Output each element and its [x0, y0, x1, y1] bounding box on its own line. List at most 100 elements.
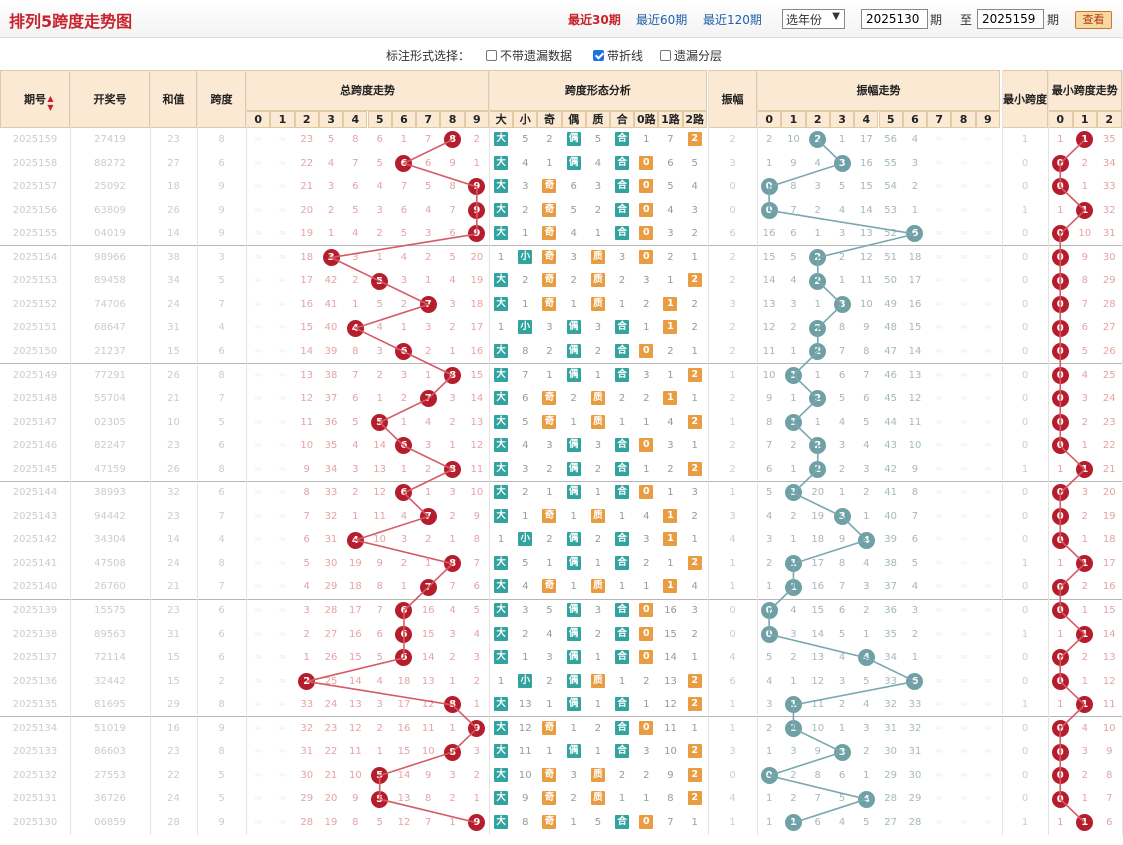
span-ball: 9 — [468, 814, 486, 832]
amp-miss: 53 — [884, 204, 898, 216]
span-miss: 19 — [300, 228, 314, 240]
amp-ball: 6 — [906, 225, 924, 243]
shape-badge: 大 — [494, 296, 509, 311]
span-miss: 8 — [352, 345, 359, 357]
span-miss: 5 — [303, 557, 310, 569]
recent-120-link[interactable]: 最近120期 — [703, 13, 762, 27]
shape-cell: 偶 — [562, 458, 586, 482]
shape-cell: 0 — [634, 246, 658, 270]
option-no-miss[interactable]: 不带遗漏数据 — [486, 47, 572, 64]
amp-miss: 7 — [814, 793, 821, 805]
span-miss: 3 — [376, 345, 383, 357]
span-miss: 1 — [449, 345, 456, 357]
amp-miss: 5 — [863, 816, 870, 828]
shape-badge: 质 — [590, 296, 605, 311]
from-issue-input[interactable] — [861, 9, 928, 29]
span-miss: 1 — [449, 722, 456, 734]
shape-cell: 1 — [594, 557, 602, 569]
amp-value: 1 — [729, 722, 736, 734]
span-miss: 13 — [421, 675, 435, 687]
no-miss-checkbox[interactable] — [486, 50, 497, 61]
span-miss: 1 — [400, 322, 408, 334]
span-miss: 1 — [352, 510, 359, 522]
amp-miss: ≈ — [935, 581, 944, 593]
option-miss-layer[interactable]: 遗漏分层 — [660, 47, 722, 64]
amp-value: 1 — [729, 487, 736, 499]
min-span-value: 0 — [1021, 416, 1029, 428]
recent-30-link[interactable]: 最近30期 — [568, 13, 621, 27]
min-miss: 1 — [1081, 605, 1088, 616]
shape-cell: 1 — [570, 816, 577, 828]
shape-badge: 2 — [687, 461, 702, 476]
span-miss: ≈ — [253, 699, 263, 711]
option-with-lines[interactable]: 带折线 — [593, 47, 643, 64]
shape-cell: 1 — [643, 699, 650, 711]
span-miss: 3 — [400, 275, 408, 287]
min-span-value: 1 — [1021, 204, 1029, 216]
amp-miss: 10 — [859, 298, 873, 310]
draw-number: 74706 — [94, 298, 126, 310]
shape-cell: 质 — [586, 764, 610, 788]
shape-badge: 大 — [494, 720, 509, 735]
shape-cell: 3 — [643, 369, 650, 381]
amp-miss: 2 — [765, 557, 773, 569]
amp-miss: 1 — [838, 275, 846, 287]
header-draw: 开奖号 — [70, 70, 150, 128]
span-miss: 7 — [376, 605, 383, 616]
span-miss: 2 — [400, 298, 408, 310]
span-ball: 8 — [444, 460, 462, 478]
amp-miss: 7 — [765, 440, 773, 452]
miss-layer-checkbox[interactable] — [660, 50, 671, 61]
span-digit-head: 3 — [318, 111, 344, 128]
view-button[interactable]: 查看 — [1075, 11, 1112, 29]
amp-miss: 16 — [908, 298, 922, 310]
span-value: 6 — [218, 440, 225, 452]
shape-cell: 2 — [667, 251, 674, 263]
amp-miss: 36 — [884, 605, 898, 616]
amp-ball: 0 — [760, 767, 778, 785]
shape-cell: 大 — [489, 128, 513, 152]
draw-number: 72114 — [94, 652, 126, 664]
shape-badge: 偶 — [566, 603, 581, 617]
amp-value: 2 — [729, 322, 736, 334]
shape-cell: 1 — [691, 440, 698, 452]
issue-cell: 2025155 — [12, 228, 58, 240]
span-ball: 5 — [371, 413, 389, 431]
shape-badge: 偶 — [566, 461, 581, 476]
with-lines-checkbox[interactable] — [593, 50, 604, 61]
sort-icon[interactable]: ▲▼ — [46, 94, 55, 112]
shape-cell: 合 — [610, 717, 634, 741]
shape-badge: 大 — [494, 155, 509, 170]
shape-cell: 1 — [667, 275, 674, 287]
amp-miss: 4 — [814, 157, 821, 169]
span-miss: 2 — [376, 369, 383, 381]
shape-cell: 3 — [643, 275, 650, 287]
amp-miss: 38 — [884, 557, 898, 569]
span-miss: ≈ — [278, 652, 287, 664]
span-value: 4 — [218, 322, 225, 334]
shape-cell: 合 — [610, 811, 634, 835]
shape-cell: 1 — [618, 510, 626, 522]
header-issue[interactable]: 期号 — [0, 70, 70, 128]
draw-number: 25092 — [94, 181, 126, 193]
span-miss: 3 — [449, 487, 456, 499]
amp-miss: 2 — [838, 251, 846, 263]
shape-cell: 大 — [489, 505, 513, 529]
span-miss: 20 — [470, 251, 484, 263]
sum-value: 21 — [167, 581, 180, 593]
shape-badge: 质 — [590, 391, 605, 406]
span-miss: 2 — [425, 251, 432, 263]
shape-badge: 奇 — [542, 720, 557, 735]
span-miss: 18 — [397, 675, 411, 687]
year-select[interactable]: 选年份 ▼ — [782, 9, 845, 29]
span-miss: 23 — [324, 722, 338, 734]
shape-badge: 大 — [494, 179, 509, 194]
shape-cell: 合 — [610, 528, 634, 552]
shape-badge: 1 — [663, 532, 678, 547]
amp-miss: 34 — [884, 652, 898, 664]
recent-60-link[interactable]: 最近60期 — [636, 13, 688, 27]
issue-cell: 2025143 — [12, 510, 58, 522]
shape-cell: 13 — [518, 699, 532, 711]
span-miss: 15 — [421, 628, 435, 640]
to-issue-input[interactable] — [977, 9, 1044, 29]
